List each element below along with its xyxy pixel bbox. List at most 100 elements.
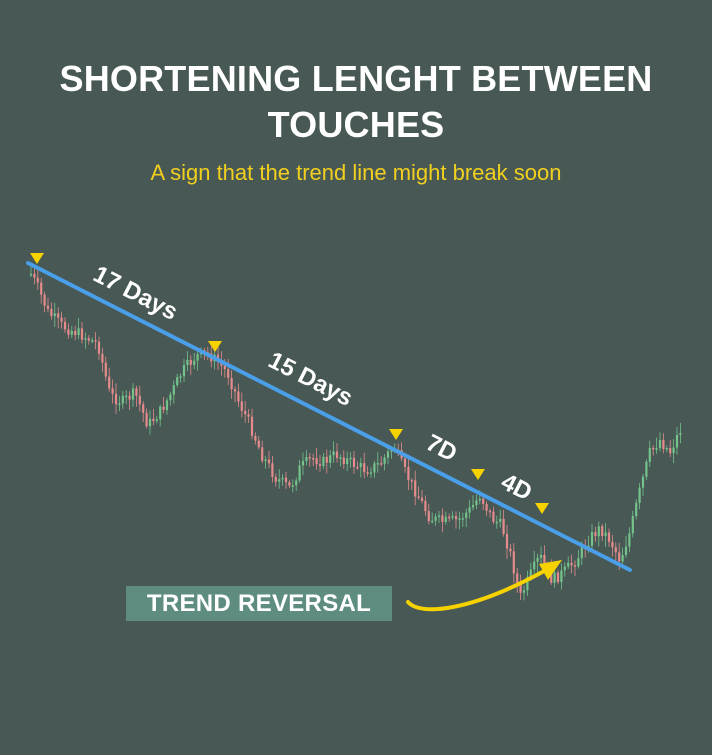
- candle-body: [159, 406, 162, 420]
- candle-body: [87, 338, 90, 341]
- candle-body: [611, 541, 614, 548]
- candle-body: [250, 416, 254, 436]
- subtitle: A sign that the trend line might break s…: [150, 160, 562, 185]
- candle-body: [658, 440, 662, 449]
- candle-body: [662, 440, 665, 449]
- candles-group: [29, 266, 682, 601]
- candle-body: [70, 330, 73, 335]
- candle-body: [441, 515, 444, 522]
- candle-body: [43, 294, 46, 306]
- candle-body: [641, 476, 645, 488]
- candle-body: [104, 362, 107, 377]
- candle-body: [669, 448, 672, 454]
- trend-reversal-badge: TREND REVERSAL: [126, 586, 392, 621]
- candle-body: [349, 457, 352, 460]
- candle-body: [461, 518, 464, 520]
- candle-body: [390, 450, 393, 452]
- candle-body: [329, 455, 332, 463]
- candle-body: [101, 353, 104, 363]
- curved-arrow-icon: [406, 560, 562, 612]
- candle-body: [142, 404, 145, 413]
- candle-body: [247, 414, 250, 417]
- candle-body: [427, 511, 430, 522]
- candle-body: [80, 328, 84, 340]
- candle-body: [495, 521, 498, 524]
- candle-body: [227, 369, 230, 378]
- candle-body: [570, 562, 573, 566]
- candle-body: [339, 457, 342, 459]
- candle-body: [172, 385, 175, 395]
- candle-body: [601, 526, 604, 536]
- candle-body: [403, 458, 407, 467]
- candle-body: [281, 477, 284, 480]
- candle-body: [597, 526, 600, 537]
- candle-body: [108, 376, 111, 389]
- candle-body: [237, 391, 240, 402]
- candle-body: [512, 551, 515, 574]
- candle-body: [652, 447, 655, 450]
- candle-body: [454, 516, 458, 520]
- candle-body: [369, 472, 373, 474]
- candle-body: [359, 463, 362, 467]
- candle-body: [509, 548, 512, 552]
- candle-body: [448, 516, 451, 519]
- candle-body: [318, 464, 322, 466]
- candle-body: [648, 447, 651, 462]
- candle-body: [373, 463, 376, 473]
- candle-body: [424, 500, 427, 512]
- candle-body: [308, 457, 311, 459]
- candle-body: [114, 393, 118, 405]
- candle-body: [53, 313, 56, 317]
- candle-body: [33, 273, 36, 278]
- candle-body: [407, 466, 410, 481]
- candle-body: [645, 461, 648, 477]
- candle-body: [271, 463, 274, 477]
- candle-body: [624, 546, 628, 555]
- candle-body: [189, 359, 192, 365]
- candle-body: [121, 395, 124, 404]
- candle-body: [196, 354, 199, 361]
- candle-body: [556, 572, 560, 582]
- candle-body: [36, 277, 39, 283]
- candle-body: [577, 558, 580, 567]
- candle-body: [434, 516, 437, 521]
- candle-body: [352, 457, 356, 467]
- candle-body: [186, 359, 189, 365]
- candle-body: [488, 510, 492, 513]
- candle-body: [298, 465, 301, 481]
- candle-body: [631, 516, 634, 534]
- candle-body: [305, 457, 308, 461]
- candle-body: [169, 394, 172, 401]
- candle-body: [29, 273, 33, 276]
- candle-body: [111, 388, 114, 394]
- candle-body: [458, 518, 461, 520]
- candle-body: [57, 313, 60, 318]
- candle-body: [386, 451, 390, 458]
- candle-body: [366, 472, 369, 474]
- candle-body: [254, 435, 257, 441]
- candle-body: [417, 496, 420, 498]
- candle-body: [342, 457, 345, 464]
- candle-body: [50, 308, 53, 317]
- candle-body: [560, 570, 563, 582]
- candle-body: [553, 572, 556, 583]
- candle-body: [505, 533, 509, 549]
- candle-body: [451, 516, 454, 518]
- marker-triangle-icon: [471, 469, 485, 480]
- candle-body: [46, 305, 50, 309]
- candle-body: [475, 500, 478, 506]
- candle-body: [356, 466, 359, 469]
- candle-body: [655, 448, 658, 450]
- title-line-1: SHORTENING LENGHT BETWEEN: [59, 58, 653, 99]
- candle-body: [638, 487, 641, 503]
- candle-body: [193, 360, 196, 365]
- candle-body: [295, 480, 298, 486]
- candle-body: [315, 458, 318, 465]
- candle-body: [244, 410, 247, 415]
- candle-body: [380, 463, 383, 465]
- candle-body: [230, 378, 233, 390]
- candle-body: [376, 463, 379, 465]
- marker-triangle-icon: [389, 429, 403, 440]
- candle-body: [478, 498, 481, 501]
- candle-body: [437, 515, 441, 517]
